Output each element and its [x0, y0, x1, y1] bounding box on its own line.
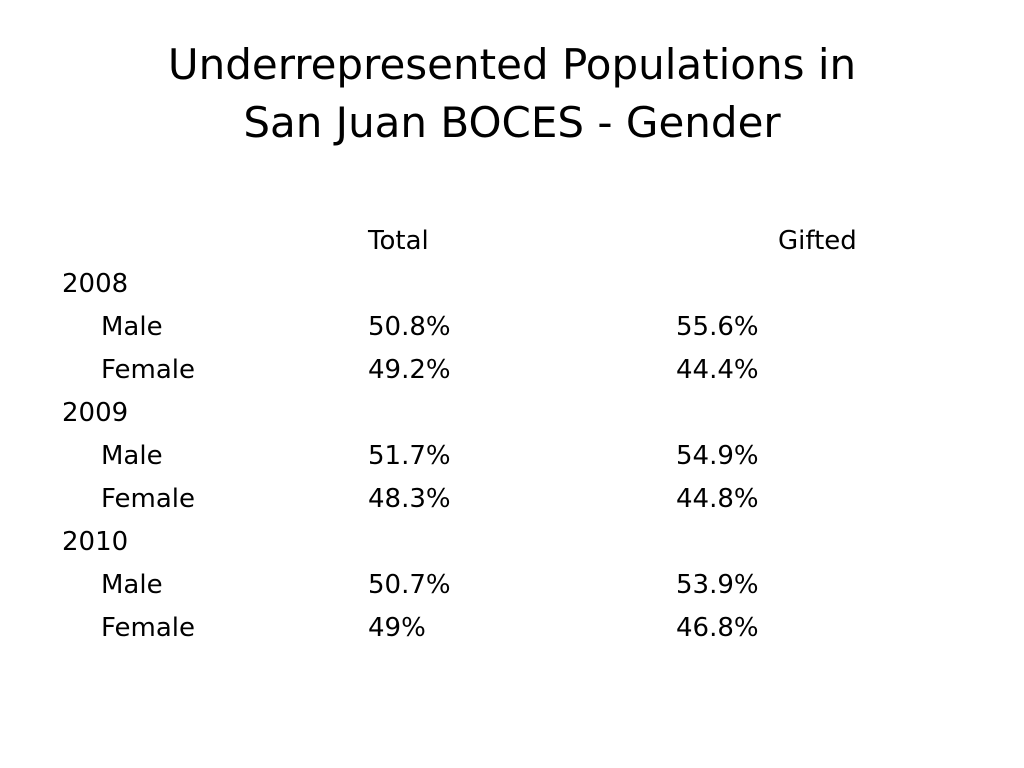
gifted-value: 44.8% — [676, 484, 759, 514]
slide-title-line-1: Underrepresented Populations in — [167, 40, 857, 89]
gender-label: Male — [101, 570, 163, 600]
total-value: 49% — [368, 613, 426, 643]
year-row-2010: 2010 — [0, 521, 1024, 564]
header-total: Total — [368, 226, 429, 256]
total-value: 48.3% — [368, 484, 451, 514]
total-value: 51.7% — [368, 441, 451, 471]
table-header-row: Total Gifted — [0, 220, 1024, 263]
gender-label: Female — [101, 355, 196, 385]
year-label: 2008 — [62, 269, 129, 299]
slide-title-line-2: San Juan BOCES - Gender — [243, 98, 781, 147]
header-gifted: Gifted — [778, 226, 857, 256]
gifted-value: 54.9% — [676, 441, 759, 471]
table-row: Female 49.2% 44.4% — [0, 349, 1024, 392]
gender-label: Female — [101, 484, 196, 514]
gender-data-table: Total Gifted 2008 Male 50.8% 55.6% Femal… — [0, 220, 1024, 650]
gender-label: Female — [101, 613, 196, 643]
year-label: 2010 — [62, 527, 129, 557]
gender-label: Male — [101, 441, 163, 471]
year-row-2008: 2008 — [0, 263, 1024, 306]
table-row: Male 50.7% 53.9% — [0, 564, 1024, 607]
year-row-2009: 2009 — [0, 392, 1024, 435]
total-value: 49.2% — [368, 355, 451, 385]
gifted-value: 44.4% — [676, 355, 759, 385]
total-value: 50.8% — [368, 312, 451, 342]
gifted-value: 55.6% — [676, 312, 759, 342]
table-row: Male 50.8% 55.6% — [0, 306, 1024, 349]
gender-label: Male — [101, 312, 163, 342]
slide-title: Underrepresented Populations in San Juan… — [0, 36, 1024, 152]
total-value: 50.7% — [368, 570, 451, 600]
gifted-value: 46.8% — [676, 613, 759, 643]
table-row: Female 48.3% 44.8% — [0, 478, 1024, 521]
year-label: 2009 — [62, 398, 129, 428]
table-row: Female 49% 46.8% — [0, 607, 1024, 650]
table-row: Male 51.7% 54.9% — [0, 435, 1024, 478]
gifted-value: 53.9% — [676, 570, 759, 600]
